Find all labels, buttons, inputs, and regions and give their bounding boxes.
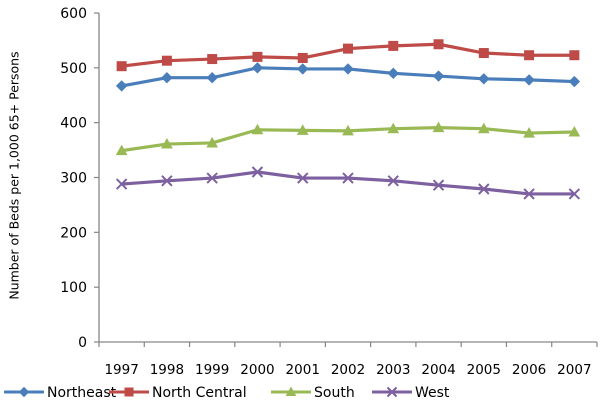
triangle-marker	[161, 138, 173, 149]
y-tick-label: 100	[60, 280, 87, 296]
y-tick-label: 400	[60, 116, 87, 132]
triangle-marker	[115, 144, 128, 156]
x-tick-label: 2000	[240, 362, 274, 378]
legend-item: South	[271, 385, 355, 401]
legend-item: West	[372, 385, 450, 401]
y-tick-label: 0	[78, 335, 87, 351]
square-marker	[524, 50, 535, 61]
legend-label: South	[314, 385, 355, 401]
square-marker	[297, 52, 308, 63]
series-west	[115, 166, 581, 200]
legend-item: Northeast	[4, 385, 117, 401]
square-marker	[433, 39, 444, 50]
x-tick-label: 1998	[150, 362, 184, 378]
x-tick-label: 2004	[421, 362, 455, 378]
diamond-marker	[478, 73, 490, 85]
legend-item: North Central	[109, 385, 247, 401]
triangle-marker	[477, 122, 490, 134]
series-northeast	[115, 62, 581, 92]
diamond-marker	[251, 62, 264, 74]
x-tick-label: 2006	[512, 362, 546, 378]
square-marker	[478, 48, 489, 59]
square-marker	[569, 50, 580, 61]
diamond-marker	[432, 70, 445, 82]
y-tick-label: 600	[60, 6, 87, 22]
legend-label: West	[415, 385, 450, 401]
diamond-marker	[115, 80, 128, 92]
series-line	[121, 170, 575, 196]
square-marker	[116, 61, 127, 72]
diamond-marker	[387, 67, 399, 80]
legend: Northeast North Central South West	[4, 385, 450, 401]
triangle-marker	[432, 121, 445, 133]
legend-label: North Central	[152, 385, 247, 401]
square-marker	[388, 40, 399, 51]
diamond-marker	[297, 63, 309, 75]
square-marker	[161, 55, 172, 66]
y-tick-label: 300	[60, 171, 87, 187]
triangle-marker	[206, 136, 219, 148]
triangle-marker	[251, 123, 264, 135]
series-north-central	[116, 39, 580, 72]
series-south	[115, 121, 581, 156]
triangle-marker	[342, 124, 354, 136]
diamond-marker	[18, 386, 30, 398]
diamond-marker	[161, 71, 173, 84]
x-tick-label: 2005	[467, 362, 501, 378]
x-tick-label: 2007	[557, 362, 591, 378]
triangle-marker	[387, 122, 400, 134]
square-marker	[252, 51, 263, 62]
x-tick-label: 2002	[331, 362, 365, 378]
triangle-marker	[523, 127, 535, 138]
x-tick-label: 1999	[195, 362, 229, 378]
x-tick-label: 2001	[286, 362, 320, 378]
x-tick-label: 2003	[376, 362, 410, 378]
triangle-marker	[296, 124, 309, 135]
triangle-marker	[285, 386, 297, 396]
y-axis-title: Number of Beds per 1,000 65+ Persons	[6, 51, 22, 300]
x-tick-label: 1997	[104, 362, 138, 378]
y-tick-label: 200	[60, 225, 87, 241]
square-marker	[124, 387, 134, 397]
diamond-marker	[206, 71, 218, 84]
diamond-marker	[568, 75, 581, 88]
diamond-marker	[523, 74, 535, 86]
diamond-marker	[342, 63, 354, 75]
triangle-marker	[568, 125, 581, 137]
legend-label: Northeast	[47, 385, 117, 401]
square-marker	[343, 43, 353, 54]
square-marker	[207, 54, 218, 65]
y-tick-label: 500	[60, 61, 87, 77]
